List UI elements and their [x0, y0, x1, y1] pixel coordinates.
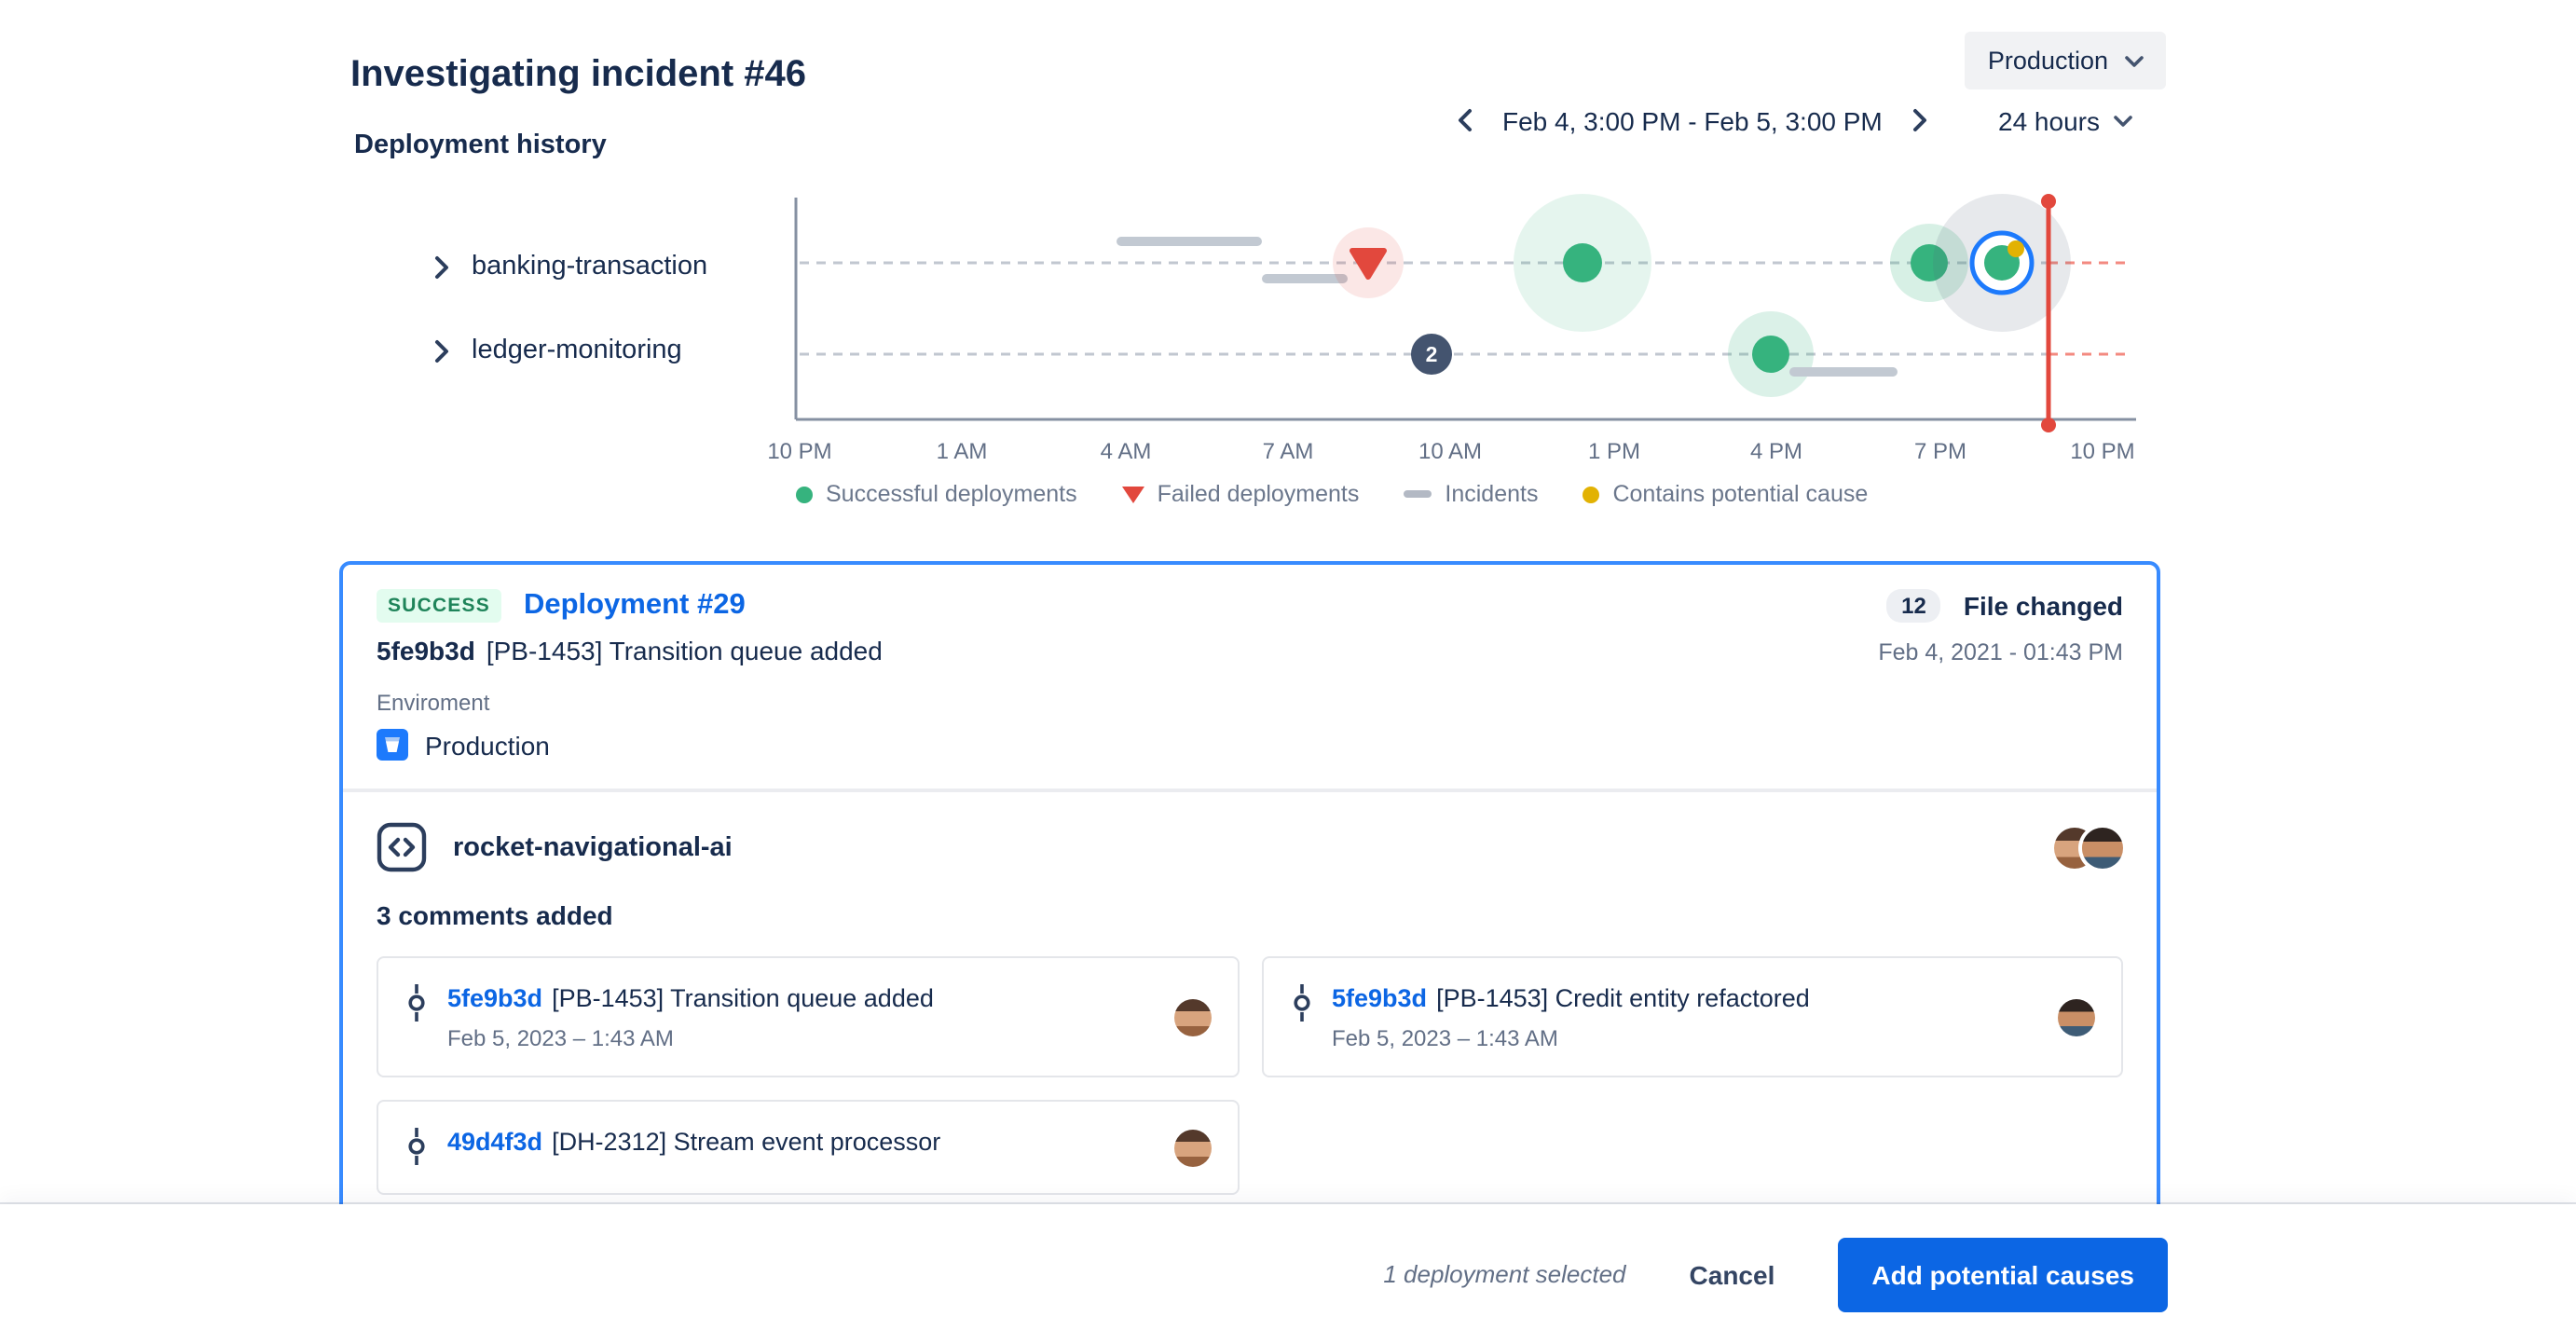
failed-deployment-marker[interactable] [1333, 227, 1404, 298]
commit-hash[interactable]: 5fe9b3d [1332, 984, 1428, 1012]
commit-card[interactable]: 49d4f3d [DH-2312] Stream event processor [377, 1100, 1239, 1195]
potential-cause-dot-icon [2007, 240, 2024, 257]
successful-deployment-marker[interactable] [1890, 224, 1968, 302]
page-title: Investigating incident #46 [350, 54, 807, 96]
avatar [2082, 827, 2123, 868]
commit-card[interactable]: 5fe9b3d [PB-1453] Credit entity refactore… [1261, 956, 2123, 1077]
timeline-axis [794, 198, 2136, 421]
potential-cause-dot-icon [1583, 486, 1600, 502]
axis-tick: 4 PM [1749, 438, 1803, 464]
comments-summary: 3 comments added [377, 900, 613, 930]
axis-tick: 1 AM [936, 438, 988, 464]
deployment-timestamp: Feb 4, 2021 - 01:43 PM [1878, 639, 2123, 665]
chevron-down-icon [2125, 55, 2144, 66]
commit-icon [1289, 982, 1313, 1023]
environment-dropdown[interactable]: Production [1965, 32, 2166, 89]
axis-tick: 10 PM [2070, 438, 2135, 464]
incident-bar [1117, 237, 1262, 246]
legend-item-potential-cause: Contains potential cause [1583, 481, 1868, 507]
commit-list: 5fe9b3d [PB-1453] Transition queue added … [377, 956, 2123, 1195]
chart-legend: Successful deployments Failed deployment… [796, 481, 1868, 507]
repo-section: rocket-navigational-ai 3 comments added … [343, 792, 2157, 1228]
legend-item-successful: Successful deployments [796, 481, 1077, 507]
legend-item-failed: Failed deployments [1121, 481, 1360, 507]
commit-hash[interactable]: 5fe9b3d [447, 984, 543, 1012]
legend-label: Successful deployments [826, 481, 1077, 507]
status-badge: SUCCESS [377, 589, 501, 623]
commit-message: [PB-1453] Credit entity refactored [1436, 984, 1810, 1012]
chevron-down-icon [2115, 116, 2133, 127]
commit-hash: 5fe9b3d [377, 636, 475, 665]
avatar [1173, 998, 1211, 1035]
date-next-button[interactable] [1905, 104, 1935, 136]
commit-message: [PB-1453] Transition queue added [552, 984, 934, 1012]
axis-tick: 10 PM [767, 438, 832, 464]
selected-deployment-marker[interactable] [1933, 194, 2071, 332]
svg-text:2: 2 [1426, 342, 1438, 366]
commit-icon [404, 982, 429, 1023]
axis-tick: 4 AM [1100, 438, 1152, 464]
current-time-marker [2041, 194, 2056, 432]
axis-tick: 1 PM [1587, 438, 1641, 464]
timeline-row-label: banking-transaction [472, 252, 708, 281]
timeline-row-ledger-monitoring[interactable]: ledger-monitoring [434, 332, 682, 369]
legend-label: Contains potential cause [1612, 481, 1869, 507]
environment-value: Production [425, 730, 550, 760]
axis-tick: 7 AM [1262, 438, 1314, 464]
chevron-left-icon [1458, 108, 1473, 132]
commit-hash[interactable]: 49d4f3d [447, 1128, 543, 1156]
incident-bar-icon [1404, 490, 1432, 498]
cancel-button[interactable]: Cancel [1679, 1257, 1787, 1291]
successful-deployment-marker[interactable] [1514, 194, 1651, 332]
time-window-dropdown[interactable]: 24 hours [1987, 104, 2144, 138]
timeline-axis-labels: 10 PM 1 AM 4 AM 7 AM 10 AM 1 PM 4 PM 7 P… [0, 438, 2576, 468]
date-range-nav: Feb 4, 3:00 PM - Feb 5, 3:00 PM [1450, 104, 1935, 136]
deployment-cluster-badge[interactable]: 2 [1411, 334, 1452, 375]
commit-card[interactable]: 5fe9b3d [PB-1453] Transition queue added … [377, 956, 1239, 1077]
divider [343, 789, 2157, 792]
timeline-row-banking-transaction[interactable]: banking-transaction [434, 248, 707, 285]
incident-bar [1262, 274, 1348, 283]
files-changed-label: File changed [1963, 591, 2123, 621]
code-icon [377, 822, 427, 872]
environment-dropdown-label: Production [1987, 47, 2108, 75]
time-window-label: 24 hours [1998, 106, 2100, 136]
chevron-right-icon [434, 338, 449, 363]
deployment-card-header: SUCCESS Deployment #29 12 File changed 5… [343, 565, 2157, 789]
chevron-right-icon [1912, 108, 1927, 132]
files-changed-count: 12 [1886, 589, 1941, 623]
date-range-label: Feb 4, 3:00 PM - Feb 5, 3:00 PM [1502, 105, 1883, 135]
chevron-right-icon [434, 254, 449, 279]
legend-label: Failed deployments [1157, 481, 1360, 507]
commit-message: [PB-1453] Transition queue added [486, 636, 883, 665]
deployment-timeline-chart: 2 [794, 194, 2136, 432]
timeline-row-label: ledger-monitoring [472, 336, 682, 365]
legend-label: Incidents [1445, 481, 1539, 507]
commit-date: Feb 5, 2023 – 1:43 AM [447, 1025, 674, 1051]
avatar [2058, 998, 2095, 1035]
date-prev-button[interactable] [1450, 104, 1480, 136]
deployment-environment-icon [377, 729, 408, 761]
axis-tick: 10 AM [1418, 438, 1483, 464]
footer-action-bar: 1 deployment selected Cancel Add potenti… [0, 1204, 2576, 1344]
commit-icon [404, 1126, 429, 1167]
section-title: Deployment history [354, 130, 607, 161]
failed-triangle-icon [1121, 486, 1144, 502]
selection-summary: 1 deployment selected [1383, 1260, 1626, 1288]
deployment-title-link[interactable]: Deployment #29 [523, 589, 746, 621]
axis-tick: 7 PM [1913, 438, 1967, 464]
environment-label: Enviroment [377, 690, 490, 716]
commit-date: Feb 5, 2023 – 1:43 AM [1332, 1025, 1558, 1051]
successful-deployment-marker[interactable] [1728, 311, 1814, 397]
repo-name: rocket-navigational-ai [453, 832, 733, 862]
incident-bar [1789, 367, 1898, 377]
success-dot-icon [796, 486, 813, 502]
commit-message: [DH-2312] Stream event processor [552, 1128, 941, 1156]
contributor-avatars [2054, 827, 2123, 868]
add-potential-causes-button[interactable]: Add potential causes [1838, 1237, 2168, 1311]
deployment-card[interactable]: SUCCESS Deployment #29 12 File changed 5… [339, 561, 2160, 1232]
legend-item-incidents: Incidents [1404, 481, 1538, 507]
avatar [1173, 1129, 1211, 1166]
